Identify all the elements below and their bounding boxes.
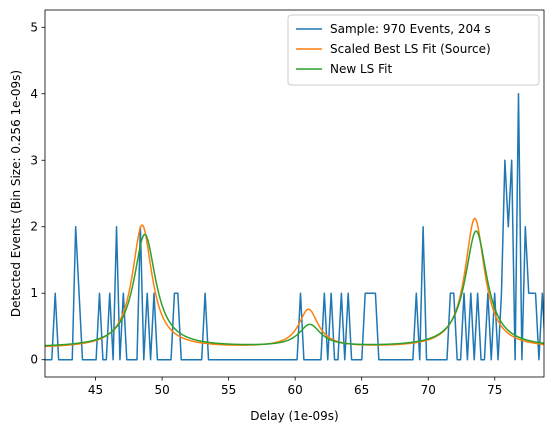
x-tick-label: 65 [354, 383, 369, 397]
y-tick-label: 4 [30, 87, 38, 101]
y-tick-label: 5 [30, 20, 38, 34]
x-axis-label: Delay (1e-09s) [250, 409, 338, 423]
y-tick-label: 3 [30, 153, 38, 167]
y-axis-label: Detected Events (Bin Size: 0.256 1e-09s) [9, 70, 23, 317]
x-tick-label: 70 [421, 383, 436, 397]
y-axis: 0 1 2 3 4 5 [30, 20, 45, 367]
x-tick-label: 75 [487, 383, 502, 397]
x-tick-label: 50 [154, 383, 169, 397]
y-tick-label: 1 [30, 286, 38, 300]
x-tick-label: 60 [288, 383, 303, 397]
legend-entry-sample: Sample: 970 Events, 204 s [330, 22, 491, 36]
legend-box [287, 14, 540, 86]
legend-entry-scaled-fit: Scaled Best LS Fit (Source) [330, 42, 491, 56]
x-tick-label: 55 [221, 383, 236, 397]
series-line-2 [45, 230, 544, 347]
series-line-0 [45, 93, 544, 361]
plot-frame [44, 9, 545, 378]
legend-entry-new-fit: New LS Fit [330, 62, 392, 76]
legend: Sample: 970 Events, 204 s Scaled Best LS… [287, 14, 540, 86]
series-line-1 [45, 217, 544, 348]
plot-lines [45, 93, 544, 361]
x-tick-label: 45 [88, 383, 103, 397]
y-tick-label: 2 [30, 220, 38, 234]
y-tick-label: 0 [30, 353, 38, 367]
x-axis: 45 50 55 60 65 70 75 [88, 377, 502, 397]
